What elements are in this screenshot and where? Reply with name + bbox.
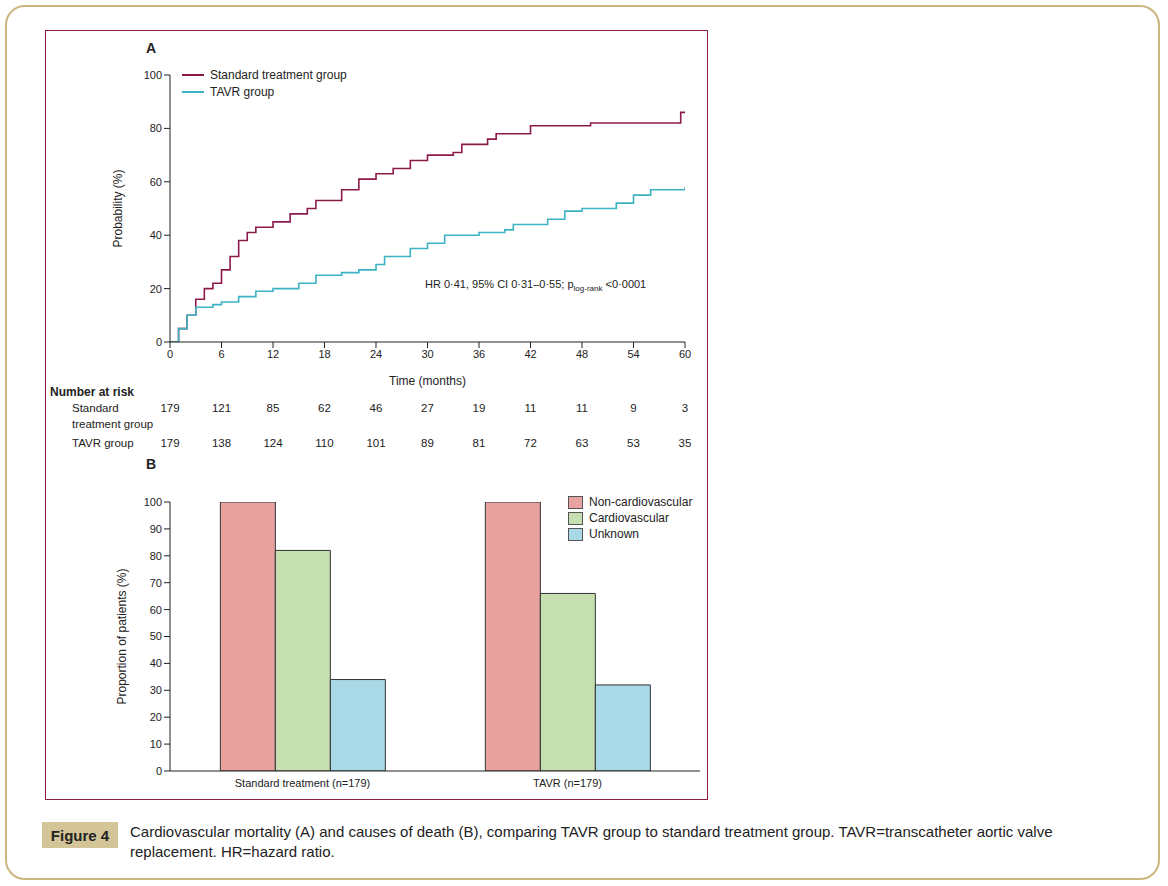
svg-text:100: 100 xyxy=(144,69,162,81)
svg-text:30: 30 xyxy=(150,684,162,696)
html-text:Standard treatment group: Standard treatment group xyxy=(210,67,347,82)
svg-text:54: 54 xyxy=(627,348,639,360)
html-text:Non-cardiovascular: Non-cardiovascular xyxy=(589,495,693,509)
html-text:HR 0·41, 95% CI 0·31–0·55; plo: HR 0·41, 95% CI 0·31–0·55; plog-rank<0·0… xyxy=(425,278,647,294)
svg-text:0: 0 xyxy=(167,348,173,360)
html-text:27: 27 xyxy=(421,402,434,414)
html-text:Cardiovascular: Cardiovascular xyxy=(589,511,669,525)
svg-text:TAVR (n=179): TAVR (n=179) xyxy=(533,777,602,789)
svg-text:90: 90 xyxy=(150,523,162,535)
html-text:9: 9 xyxy=(630,402,637,414)
html-text:89: 89 xyxy=(421,437,434,449)
html-text:35: 35 xyxy=(678,437,692,449)
html-text:Unknown: Unknown xyxy=(589,527,639,541)
html-text:53: 53 xyxy=(627,437,640,449)
svg-text:6: 6 xyxy=(218,348,224,360)
html-text:Figure 4: Figure 4 xyxy=(50,826,110,844)
svg-text:18: 18 xyxy=(318,348,330,360)
html-text:11: 11 xyxy=(524,402,537,414)
html-text:62: 62 xyxy=(318,402,331,414)
html-text:121: 121 xyxy=(211,402,232,414)
svg-text:100: 100 xyxy=(144,496,162,508)
html-text:TAVR group: TAVR group xyxy=(210,84,275,99)
html-text:81: 81 xyxy=(472,437,486,449)
svg-text:80: 80 xyxy=(150,550,162,562)
svg-text:36: 36 xyxy=(473,348,485,360)
html-text:46: 46 xyxy=(369,402,383,414)
html-text:TAVR group: TAVR group xyxy=(72,437,134,449)
html-text:11: 11 xyxy=(576,402,588,414)
svg-text:20: 20 xyxy=(150,711,162,723)
svg-text:Proportion of patients (%): Proportion of patients (%) xyxy=(115,568,129,704)
html-text:85: 85 xyxy=(266,402,280,414)
svg-text:24: 24 xyxy=(370,348,382,360)
svg-text:50: 50 xyxy=(150,630,162,642)
html-text:124: 124 xyxy=(263,437,283,449)
svg-text:Time (months): Time (months) xyxy=(389,374,466,388)
svg-text:20: 20 xyxy=(150,283,162,295)
svg-text:60: 60 xyxy=(150,604,162,616)
html-text:B: B xyxy=(146,456,157,472)
html-text:179: 179 xyxy=(160,402,180,414)
svg-text:10: 10 xyxy=(150,738,162,750)
svg-text:Standard treatment (n=179): Standard treatment (n=179) xyxy=(235,777,370,789)
svg-text:12: 12 xyxy=(267,348,279,360)
html-text:19: 19 xyxy=(472,402,486,414)
html-text:3: 3 xyxy=(681,402,689,414)
html-text:72: 72 xyxy=(524,437,537,449)
html-text:138: 138 xyxy=(211,437,232,449)
svg-text:80: 80 xyxy=(150,122,162,134)
svg-text:0: 0 xyxy=(156,336,162,348)
html-text:110: 110 xyxy=(315,437,334,449)
html-text:63: 63 xyxy=(575,437,589,449)
svg-text:48: 48 xyxy=(576,348,588,360)
svg-text:70: 70 xyxy=(150,577,162,589)
svg-text:40: 40 xyxy=(150,657,162,669)
svg-text:0: 0 xyxy=(156,765,162,777)
svg-text:Probability (%): Probability (%) xyxy=(111,169,125,247)
html-text:179: 179 xyxy=(160,437,180,449)
svg-text:40: 40 xyxy=(150,229,162,241)
svg-text:42: 42 xyxy=(524,348,536,360)
html-text:Standard treatment group: Standard treatment group xyxy=(72,402,154,430)
html-text:101: 101 xyxy=(366,437,386,449)
html-text:Cardiovascular mortality (A) a: Cardiovascular mortality (A) and causes … xyxy=(130,823,1053,860)
html-text:Number at risk: Number at risk xyxy=(50,385,134,399)
svg-text:60: 60 xyxy=(679,348,691,360)
svg-text:60: 60 xyxy=(150,176,162,188)
html-text:A: A xyxy=(146,40,157,56)
svg-text:30: 30 xyxy=(421,348,433,360)
